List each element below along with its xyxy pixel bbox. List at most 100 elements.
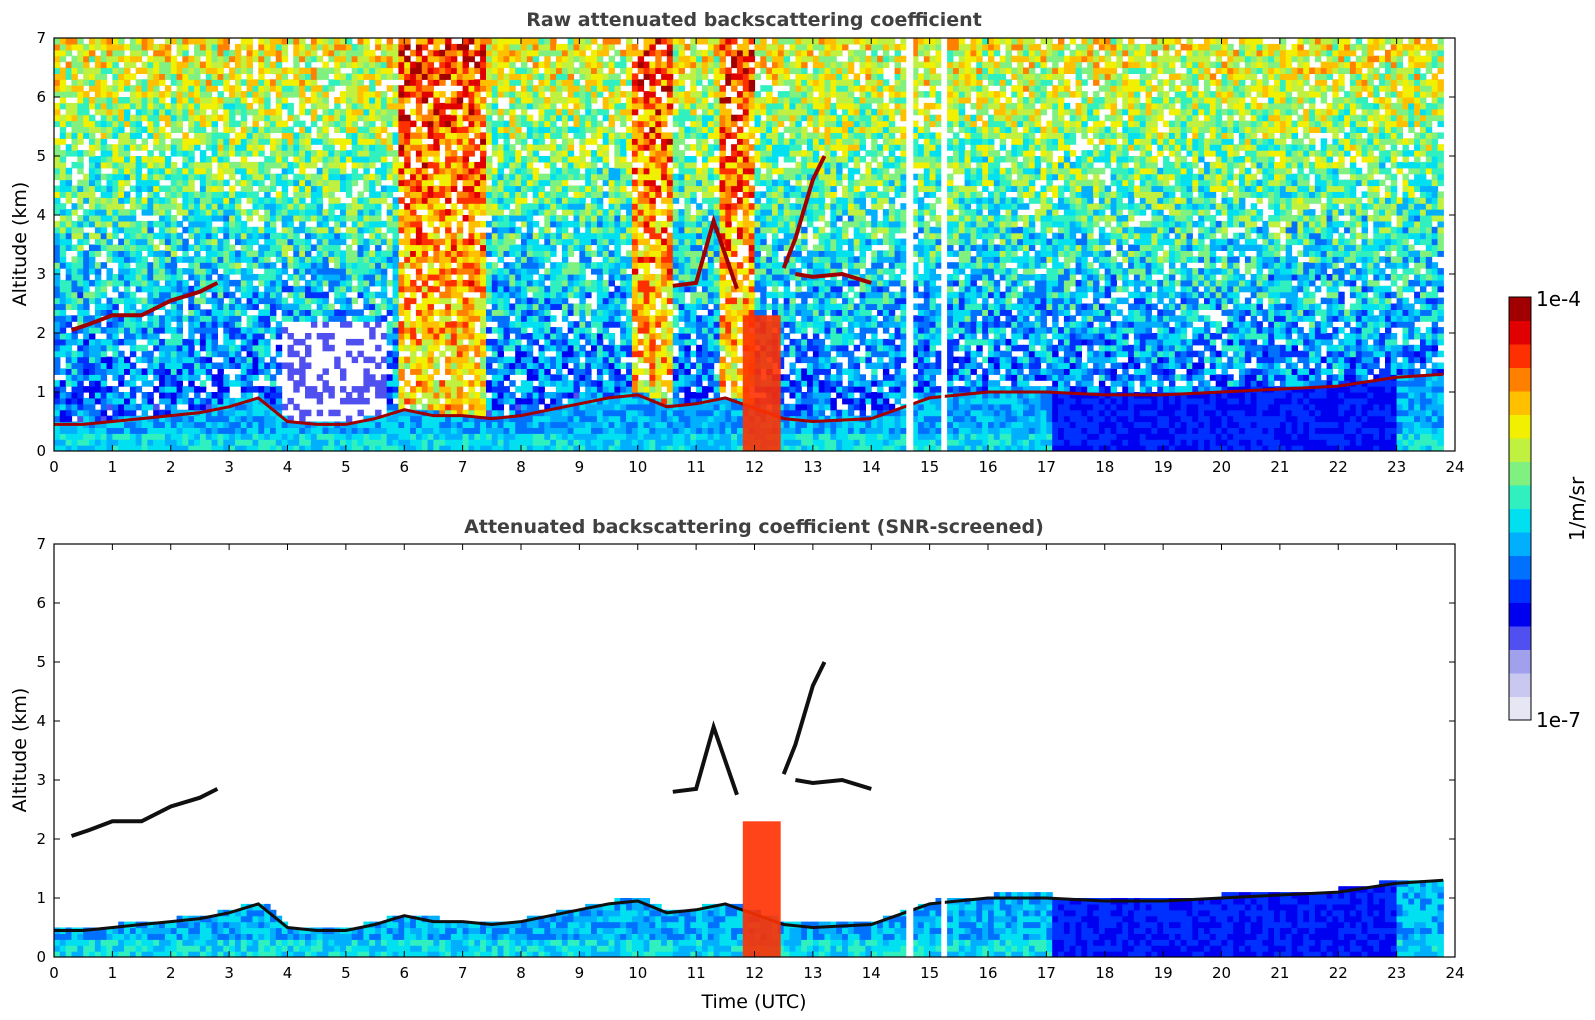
heatmap-cell xyxy=(363,220,370,228)
heatmap-cell xyxy=(205,445,213,451)
heatmap-cell xyxy=(433,156,440,163)
heatmap-cell xyxy=(427,185,434,192)
heatmap-cell xyxy=(211,291,218,299)
heatmap-cell xyxy=(404,55,411,63)
heatmap-cell xyxy=(281,403,289,411)
heatmap-cell xyxy=(398,415,405,423)
heatmap-cell xyxy=(369,67,376,74)
heatmap-cell xyxy=(532,126,540,133)
heatmap-cell xyxy=(462,91,469,98)
heatmap-cell xyxy=(275,232,283,240)
heatmap-cell xyxy=(141,274,148,281)
heatmap-cell xyxy=(287,144,294,151)
heatmap-cell xyxy=(194,439,201,446)
heatmap-cell xyxy=(106,433,113,440)
heatmap-cell xyxy=(299,291,306,299)
heatmap-cell xyxy=(491,55,499,63)
heatmap-cell xyxy=(491,386,499,393)
heatmap-cell xyxy=(421,309,429,316)
heatmap-cell xyxy=(380,262,388,269)
heatmap-cell xyxy=(65,409,73,417)
heatmap-cell xyxy=(340,315,347,322)
heatmap-cell xyxy=(398,433,405,440)
heatmap-cell xyxy=(532,338,540,346)
heatmap-cell xyxy=(345,185,353,192)
heatmap-cell xyxy=(521,220,528,228)
heatmap-cell xyxy=(310,156,318,163)
heatmap-cell xyxy=(176,291,183,299)
heatmap-cell xyxy=(153,61,160,69)
heatmap-cell xyxy=(205,338,213,346)
heatmap-cell xyxy=(392,303,399,310)
heatmap-cell xyxy=(427,421,434,428)
heatmap-cell xyxy=(182,338,189,346)
heatmap-cell xyxy=(65,439,73,446)
heatmap-cell xyxy=(252,297,259,305)
heatmap-cell xyxy=(164,374,172,381)
heatmap-cell xyxy=(532,220,540,228)
heatmap-cell xyxy=(106,315,113,322)
heatmap-cell xyxy=(83,209,90,216)
heatmap-cell xyxy=(205,191,213,198)
heatmap-cell xyxy=(182,49,189,57)
heatmap-cell xyxy=(246,197,253,204)
heatmap-cell xyxy=(94,215,102,222)
heatmap-cell xyxy=(427,285,434,293)
heatmap-cell xyxy=(71,279,78,287)
heatmap-cell xyxy=(375,421,382,428)
heatmap-cell xyxy=(334,433,341,440)
heatmap-cell xyxy=(246,291,253,299)
heatmap-cell xyxy=(392,356,399,364)
heatmap-cell xyxy=(176,85,183,92)
heatmap-cell xyxy=(351,120,359,128)
heatmap-cell xyxy=(118,439,125,446)
heatmap-cell xyxy=(217,226,224,234)
heatmap-cell xyxy=(252,368,259,375)
heatmap-cell xyxy=(380,415,388,423)
heatmap-cell xyxy=(357,144,364,151)
heatmap-cell xyxy=(77,120,84,128)
heatmap-cell xyxy=(515,55,522,63)
heatmap-cell xyxy=(240,368,248,375)
heatmap-cell xyxy=(357,309,364,316)
heatmap-cell xyxy=(188,315,195,322)
heatmap-cell xyxy=(246,38,253,45)
heatmap-cell xyxy=(246,244,253,251)
heatmap-cell xyxy=(526,132,534,139)
heatmap-cell xyxy=(398,344,405,352)
heatmap-cell xyxy=(164,356,172,364)
heatmap-cell xyxy=(369,268,376,275)
heatmap-cell xyxy=(357,156,364,163)
heatmap-cell xyxy=(199,38,207,45)
heatmap-cell xyxy=(369,374,376,381)
heatmap-cell xyxy=(299,433,306,440)
heatmap-cell xyxy=(503,203,510,210)
heatmap-cell xyxy=(369,215,376,222)
top-panel-title: Raw attenuated backscattering coefficien… xyxy=(526,9,982,31)
heatmap-cell xyxy=(188,102,195,110)
heatmap-cell xyxy=(83,91,90,98)
heatmap-cell xyxy=(106,356,113,364)
heatmap-cell xyxy=(392,439,399,446)
heatmap-cell xyxy=(106,338,113,346)
heatmap-cell xyxy=(398,327,405,334)
heatmap-cell xyxy=(194,232,201,240)
heatmap-cell xyxy=(59,185,67,192)
heatmap-cell xyxy=(299,285,306,293)
heatmap-cell xyxy=(240,274,248,281)
heatmap-cell xyxy=(486,433,493,440)
heatmap-cell xyxy=(439,279,446,287)
heatmap-cell xyxy=(147,203,154,210)
heatmap-cell xyxy=(427,108,434,116)
heatmap-cell xyxy=(124,191,131,198)
heatmap-cell xyxy=(205,179,213,187)
heatmap-cell xyxy=(521,356,528,364)
heatmap-cell xyxy=(445,132,452,139)
heatmap-cell xyxy=(65,338,73,346)
heatmap-cell xyxy=(217,303,224,310)
heatmap-cell xyxy=(322,209,329,216)
heatmap-cell xyxy=(526,303,534,310)
heatmap-cell xyxy=(474,197,481,204)
heatmap-cell xyxy=(281,132,289,139)
heatmap-cell xyxy=(415,43,423,51)
